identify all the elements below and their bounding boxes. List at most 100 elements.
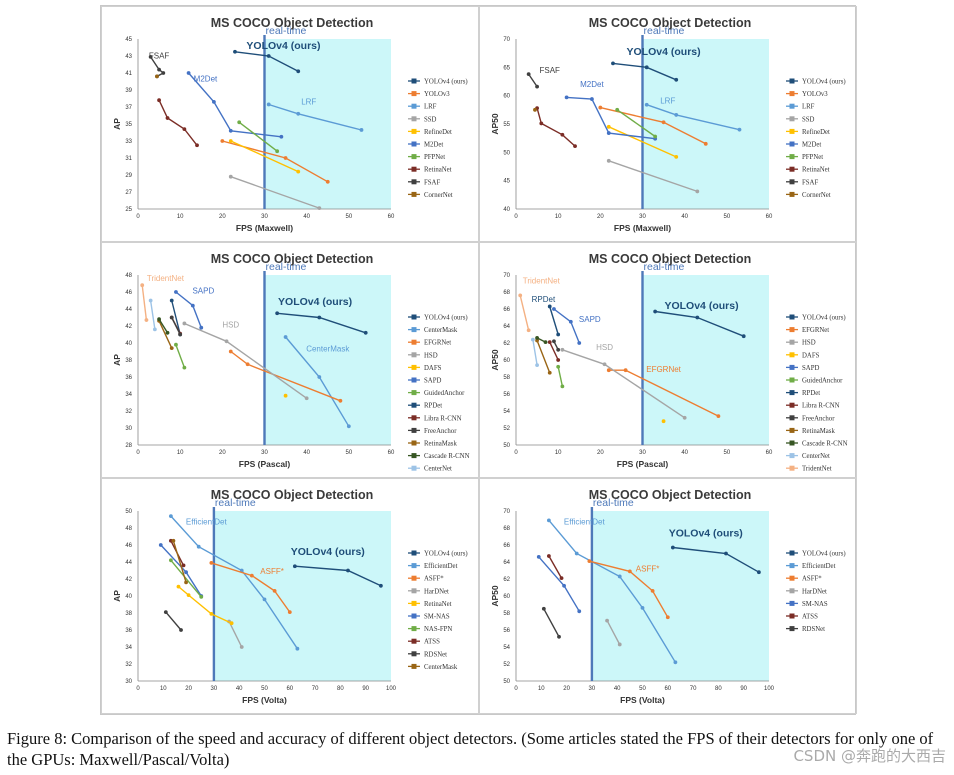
legend-marker xyxy=(789,613,795,619)
legend-label: RefineDet xyxy=(802,129,830,136)
series-line xyxy=(141,285,148,321)
realtime-label: real-time xyxy=(644,261,685,273)
legend-marker xyxy=(411,103,417,109)
series-line xyxy=(608,160,698,193)
data-point xyxy=(547,370,552,375)
data-point xyxy=(560,132,565,137)
x-axis-label: FPS (Pascal) xyxy=(617,459,669,469)
data-point xyxy=(184,580,188,585)
legend-marker xyxy=(411,154,417,160)
legend-marker xyxy=(789,588,795,594)
data-point xyxy=(518,293,523,298)
series-annotation: RPDet xyxy=(532,295,556,304)
legend-marker xyxy=(789,128,795,134)
legend-marker xyxy=(789,364,795,370)
series-line xyxy=(149,300,156,330)
data-point xyxy=(724,551,728,556)
series-line xyxy=(178,586,232,624)
data-point xyxy=(140,283,145,288)
y-tick-label: 62 xyxy=(503,577,510,583)
data-point xyxy=(741,334,746,339)
y-tick-label: 62 xyxy=(503,341,510,347)
legend-label: DAFS xyxy=(424,365,442,372)
y-tick-label: 27 xyxy=(125,190,132,196)
data-point xyxy=(543,340,548,345)
series-annotation: YOLOv4 (ours) xyxy=(627,46,701,58)
data-point xyxy=(535,336,539,340)
data-point xyxy=(182,365,187,370)
data-point xyxy=(209,560,214,565)
x-axis-label: FPS (Volta) xyxy=(242,695,287,705)
series-annotation: M2Det xyxy=(194,75,218,84)
data-point xyxy=(674,154,679,159)
y-tick-label: 30 xyxy=(125,679,132,685)
series-line xyxy=(171,300,181,335)
x-tick-label: 20 xyxy=(185,686,192,692)
series-line xyxy=(228,621,243,648)
chart-panel-pascal-ap: real-time 0 10 20 30 40 50 60 28 30 32 34 36 38 40 42 44… xyxy=(101,242,479,479)
y-axis-label: AP50 xyxy=(490,585,500,607)
x-tick-label: 50 xyxy=(723,450,730,456)
y-tick-label: 58 xyxy=(503,611,510,617)
legend-label: CornerNet xyxy=(802,192,831,199)
data-point xyxy=(266,54,271,58)
x-tick-label: 0 xyxy=(514,686,518,692)
x-tick-label: 80 xyxy=(715,686,722,692)
legend-marker xyxy=(789,91,795,97)
y-tick-label: 48 xyxy=(125,526,132,532)
data-point xyxy=(190,303,195,308)
chart-panel-maxwell-ap50: real-time 0 10 20 30 40 50 60 40 45 50 55 60 65 70 MS C… xyxy=(479,6,857,242)
series-annotation: M2Det xyxy=(580,80,604,89)
y-tick-label: 46 xyxy=(125,543,132,549)
legend-marker xyxy=(789,626,795,632)
data-point xyxy=(536,555,541,559)
data-point xyxy=(568,319,573,324)
series-line xyxy=(175,344,186,368)
figure-grid: real-time 0 10 20 30 40 50 60 25 27 29 31 33 35 37 39 41… xyxy=(100,5,857,715)
series-annotation: TridentNet xyxy=(147,274,185,283)
data-point xyxy=(556,347,561,352)
data-point xyxy=(535,84,539,89)
series-line xyxy=(553,308,580,344)
data-point xyxy=(530,337,535,342)
y-tick-label: 30 xyxy=(125,426,132,432)
data-point xyxy=(161,71,166,75)
data-point xyxy=(556,364,561,369)
chart-title: MS COCO Object Detection xyxy=(589,488,752,502)
legend-label: SM-NAS xyxy=(802,601,828,608)
series-line xyxy=(528,73,538,87)
legend-marker xyxy=(789,415,795,421)
x-tick-label: 40 xyxy=(614,686,621,692)
data-point xyxy=(338,398,343,403)
x-tick-label: 60 xyxy=(766,450,773,456)
y-axis-label: AP50 xyxy=(490,349,500,371)
legend-marker xyxy=(789,314,795,320)
y-tick-label: 36 xyxy=(125,375,132,381)
legend-marker xyxy=(411,453,417,459)
legend-marker xyxy=(411,638,417,644)
series-line xyxy=(566,96,656,140)
data-point xyxy=(653,134,658,139)
y-tick-label: 39 xyxy=(125,88,132,94)
data-point xyxy=(564,95,569,100)
data-point xyxy=(359,128,364,132)
realtime-region xyxy=(213,511,391,681)
x-tick-label: 30 xyxy=(589,686,596,692)
x-tick-label: 0 xyxy=(136,450,140,456)
legend-marker xyxy=(789,166,795,172)
series-annotation: YOLOv4 (ours) xyxy=(246,40,320,52)
chart-title: MS COCO Object Detection xyxy=(211,488,374,502)
y-tick-label: 34 xyxy=(125,392,132,398)
legend-label: TridentNet xyxy=(802,466,832,473)
y-tick-label: 38 xyxy=(125,611,132,617)
data-point xyxy=(716,414,721,418)
data-point xyxy=(249,573,254,578)
x-axis-label: FPS (Maxwell) xyxy=(236,223,293,233)
legend-marker xyxy=(411,352,417,358)
data-point xyxy=(178,332,183,337)
chart-svg: real-time 0 10 20 30 40 50 60 50 52 54 56 58 60 62 64 66… xyxy=(490,252,848,473)
data-point xyxy=(363,330,368,335)
x-tick-label: 50 xyxy=(345,450,352,456)
x-tick-label: 0 xyxy=(136,686,140,692)
data-point xyxy=(590,97,594,101)
